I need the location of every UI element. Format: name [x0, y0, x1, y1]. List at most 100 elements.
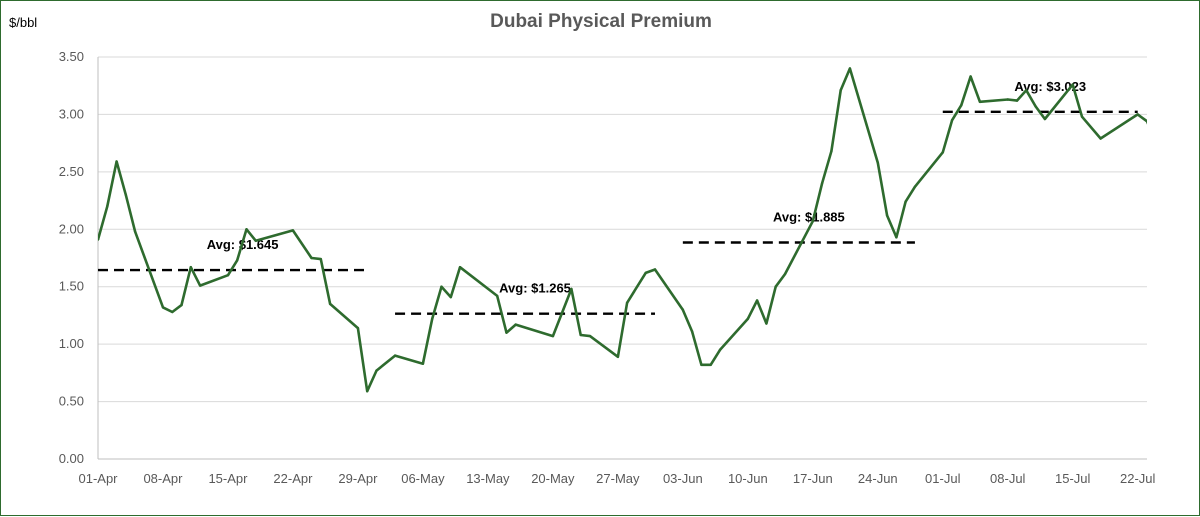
y-tick-label: 2.00 [59, 221, 84, 236]
x-tick-label: 03-Jun [663, 471, 703, 486]
data-point [1015, 99, 1019, 102]
data-point [1043, 117, 1047, 121]
data-point [681, 308, 685, 311]
data-point [700, 363, 703, 367]
data-point [449, 295, 452, 299]
average-label: Avg: $1.265 [499, 281, 571, 296]
data-point [644, 271, 647, 275]
gridlines [98, 56, 1147, 403]
data-point [774, 285, 777, 288]
data-point [291, 229, 295, 232]
x-tick-label: 08-Jul [990, 471, 1026, 486]
x-tick-label: 01-Jul [925, 471, 961, 486]
data-point [226, 274, 230, 277]
data-point [1025, 89, 1028, 92]
data-point [133, 230, 137, 233]
series [98, 67, 1157, 393]
data-point [328, 302, 332, 306]
x-tick-label: 22-Apr [273, 471, 313, 486]
data-point [115, 160, 118, 163]
data-point [124, 193, 128, 197]
data-point [356, 326, 360, 330]
data-point [421, 362, 425, 365]
data-point [551, 334, 555, 338]
y-tick-label: 1.50 [59, 279, 84, 294]
data-point [876, 161, 879, 164]
data-point [616, 355, 620, 358]
x-tick-label: 15-Apr [208, 471, 248, 486]
data-point [709, 363, 712, 367]
data-point [319, 257, 322, 261]
data-point [811, 220, 815, 223]
data-point [458, 265, 462, 269]
data-point [198, 284, 202, 287]
data-point [393, 354, 397, 357]
data-point [106, 205, 109, 208]
data-point [913, 185, 917, 188]
data-point [514, 323, 517, 326]
data-point [1155, 142, 1157, 144]
x-tick-label: 27-May [596, 471, 640, 486]
x-tick-label: 15-Jul [1055, 471, 1091, 486]
data-point [885, 214, 889, 217]
x-tick-label: 06-May [401, 471, 445, 486]
x-tick-label: 24-Jun [858, 471, 898, 486]
y-tick-label: 2.50 [59, 164, 84, 179]
data-point [1034, 105, 1037, 108]
data-point [161, 306, 165, 309]
data-point [941, 151, 944, 154]
data-point [950, 118, 954, 122]
data-point [1145, 120, 1147, 123]
data-point [839, 89, 842, 92]
data-point [98, 238, 100, 241]
data-point [969, 75, 972, 78]
data-point [690, 330, 694, 333]
x-tick-label: 20-May [531, 471, 575, 486]
data-point [366, 390, 369, 393]
data-point [960, 104, 963, 107]
y-tick-label: 3.50 [59, 49, 84, 64]
data-point [1080, 115, 1084, 118]
data-point [245, 228, 248, 231]
data-point [189, 265, 193, 269]
x-tick-label: 22-Jul [1120, 471, 1156, 486]
data-point [783, 272, 787, 276]
data-point [820, 182, 824, 185]
data-point [430, 317, 434, 321]
data-point [579, 333, 582, 337]
data-point [236, 259, 239, 262]
data-point [765, 322, 768, 325]
data-point [505, 331, 508, 334]
axes: 0.00 0.50 1.00 1.50 2.00 2.50 3.00 3.50 01-Apr 08… [59, 49, 1156, 486]
series-line [98, 67, 1147, 393]
data-point [1099, 137, 1102, 140]
data-point [718, 348, 722, 352]
chart-title: Dubai Physical Premium [490, 11, 712, 32]
x-tick-label: 13-May [466, 471, 510, 486]
data-point [588, 334, 592, 338]
data-point [1136, 113, 1139, 116]
data-point [495, 294, 499, 298]
data-point [180, 303, 183, 307]
data-point [1006, 98, 1009, 101]
data-point [904, 200, 907, 203]
x-tick-label: 10-Jun [728, 471, 768, 486]
average-label: Avg: $1.885 [773, 209, 845, 224]
data-point [895, 236, 898, 239]
data-point [440, 285, 443, 288]
data-point [848, 67, 852, 70]
y-tick-label: 3.00 [59, 106, 84, 121]
y-tick-label: 1.00 [59, 336, 84, 351]
x-tick-label: 08-Apr [143, 471, 183, 486]
data-point [375, 369, 378, 372]
data-point [1071, 83, 1074, 86]
x-tick-label: 17-Jun [793, 471, 833, 486]
data-point [978, 100, 982, 103]
data-point [310, 256, 313, 260]
data-point [755, 299, 759, 302]
data-point [625, 301, 629, 304]
y-tick-label: 0.50 [59, 394, 84, 409]
x-tick-label: 29-Apr [338, 471, 378, 486]
